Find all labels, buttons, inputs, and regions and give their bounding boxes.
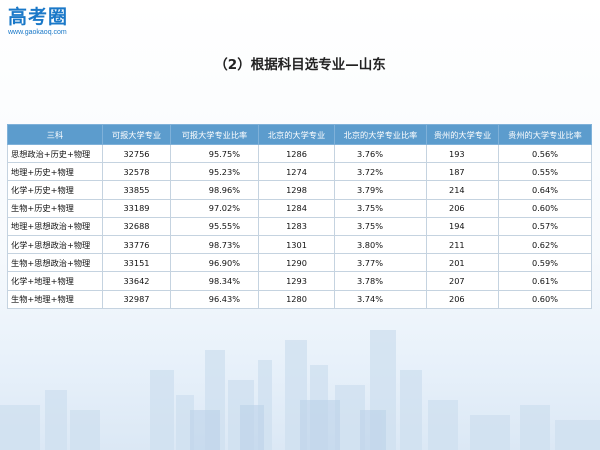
cell-combo: 化学+地理+物理: [7, 271, 103, 291]
header-available-ratio: 可报大学专业比率: [170, 124, 259, 145]
cell-guizhou: 187: [426, 162, 499, 182]
cell-beijing: 1301: [258, 234, 335, 255]
cell-available: 33151: [102, 253, 171, 273]
table-row: 生物+思想政治+物理 33151 96.90% 1290 3.77% 201 0…: [7, 253, 592, 273]
cell-available-ratio: 95.75%: [170, 143, 259, 164]
table-row: 化学+地理+物理 33642 98.34% 1293 3.78% 207 0.6…: [7, 271, 592, 291]
cell-beijing: 1280: [258, 289, 335, 309]
table-row: 生物+地理+物理 32987 96.43% 1280 3.74% 206 0.6…: [7, 289, 592, 309]
cell-combo: 化学+历史+物理: [7, 180, 103, 200]
cell-beijing: 1284: [258, 198, 335, 218]
cell-available-ratio: 98.34%: [170, 271, 259, 291]
cell-beijing: 1293: [258, 271, 335, 291]
cell-beijing-ratio: 3.76%: [334, 143, 427, 164]
cell-available-ratio: 96.43%: [170, 289, 259, 309]
cell-guizhou-ratio: 0.61%: [498, 271, 592, 291]
cell-guizhou: 194: [426, 216, 499, 236]
cell-available-ratio: 96.90%: [170, 253, 259, 273]
cell-available-ratio: 95.23%: [170, 162, 259, 182]
cell-guizhou: 206: [426, 289, 499, 309]
cell-guizhou-ratio: 0.55%: [498, 162, 592, 182]
table-header-row: 三科 可报大学专业 可报大学专业比率 北京的大学专业 北京的大学专业比率 贵州的…: [7, 124, 592, 145]
table-row: 生物+历史+物理 33189 97.02% 1284 3.75% 206 0.6…: [7, 198, 592, 218]
header-guizhou-ratio: 贵州的大学专业比率: [498, 124, 592, 145]
cell-guizhou-ratio: 0.62%: [498, 234, 592, 255]
cell-guizhou: 207: [426, 271, 499, 291]
cell-beijing: 1290: [258, 253, 335, 273]
cell-available-ratio: 98.73%: [170, 234, 259, 255]
cell-available: 33776: [102, 234, 171, 255]
cell-guizhou: 211: [426, 234, 499, 255]
cell-beijing-ratio: 3.75%: [334, 216, 427, 236]
cell-combo: 生物+地理+物理: [7, 289, 103, 309]
cell-available: 33189: [102, 198, 171, 218]
cell-combo: 地理+思想政治+物理: [7, 216, 103, 236]
cell-beijing-ratio: 3.77%: [334, 253, 427, 273]
cell-combo: 思想政治+历史+物理: [7, 143, 103, 164]
cell-beijing: 1298: [258, 180, 335, 200]
page-title: （2）根据科目选专业—山东: [214, 57, 386, 73]
cell-guizhou: 206: [426, 198, 499, 218]
cell-combo: 地理+历史+物理: [7, 162, 103, 182]
cell-available: 32987: [102, 289, 171, 309]
table-row: 化学+思想政治+物理 33776 98.73% 1301 3.80% 211 0…: [7, 234, 592, 255]
cell-beijing-ratio: 3.74%: [334, 289, 427, 309]
cell-beijing-ratio: 3.72%: [334, 162, 427, 182]
cell-combo: 化学+思想政治+物理: [7, 234, 103, 255]
header-beijing-ratio: 北京的大学专业比率: [334, 124, 427, 145]
header-combo: 三科: [7, 124, 103, 145]
cell-guizhou-ratio: 0.60%: [498, 198, 592, 218]
header-available: 可报大学专业: [102, 124, 171, 145]
cell-available: 33855: [102, 180, 171, 200]
cell-available-ratio: 97.02%: [170, 198, 259, 218]
data-table: 三科 可报大学专业 可报大学专业比率 北京的大学专业 北京的大学专业比率 贵州的…: [7, 124, 592, 309]
cell-available: 32578: [102, 162, 171, 182]
cell-guizhou-ratio: 0.59%: [498, 253, 592, 273]
table-row: 地理+历史+物理 32578 95.23% 1274 3.72% 187 0.5…: [7, 162, 592, 182]
table-row: 化学+历史+物理 33855 98.96% 1298 3.79% 214 0.6…: [7, 180, 592, 200]
cell-combo: 生物+历史+物理: [7, 198, 103, 218]
table-row: 思想政治+历史+物理 32756 95.75% 1286 3.76% 193 0…: [7, 143, 592, 164]
cell-beijing: 1274: [258, 162, 335, 182]
cell-beijing-ratio: 3.79%: [334, 180, 427, 200]
logo-name: 高考圈: [8, 6, 69, 28]
cell-available: 33642: [102, 271, 171, 291]
cell-beijing-ratio: 3.80%: [334, 234, 427, 255]
header-guizhou: 贵州的大学专业: [426, 124, 499, 145]
cell-available: 32756: [102, 143, 171, 164]
cell-beijing: 1283: [258, 216, 335, 236]
table-row: 地理+思想政治+物理 32688 95.55% 1283 3.75% 194 0…: [7, 216, 592, 236]
cell-guizhou-ratio: 0.56%: [498, 143, 592, 164]
cell-available-ratio: 98.96%: [170, 180, 259, 200]
cell-guizhou: 201: [426, 253, 499, 273]
logo-url: www.gaokaoq.com: [8, 29, 67, 36]
cell-available-ratio: 95.55%: [170, 216, 259, 236]
city-skyline-image: [0, 330, 600, 450]
cell-guizhou: 214: [426, 180, 499, 200]
cell-combo: 生物+思想政治+物理: [7, 253, 103, 273]
cell-guizhou-ratio: 0.64%: [498, 180, 592, 200]
cell-guizhou: 193: [426, 143, 499, 164]
cell-available: 32688: [102, 216, 171, 236]
cell-beijing: 1286: [258, 143, 335, 164]
cell-guizhou-ratio: 0.57%: [498, 216, 592, 236]
cell-beijing-ratio: 3.75%: [334, 198, 427, 218]
cell-beijing-ratio: 3.78%: [334, 271, 427, 291]
header-beijing: 北京的大学专业: [258, 124, 335, 145]
logo[interactable]: 高考圈 www.gaokaoq.com: [8, 6, 78, 37]
cell-guizhou-ratio: 0.60%: [498, 289, 592, 309]
